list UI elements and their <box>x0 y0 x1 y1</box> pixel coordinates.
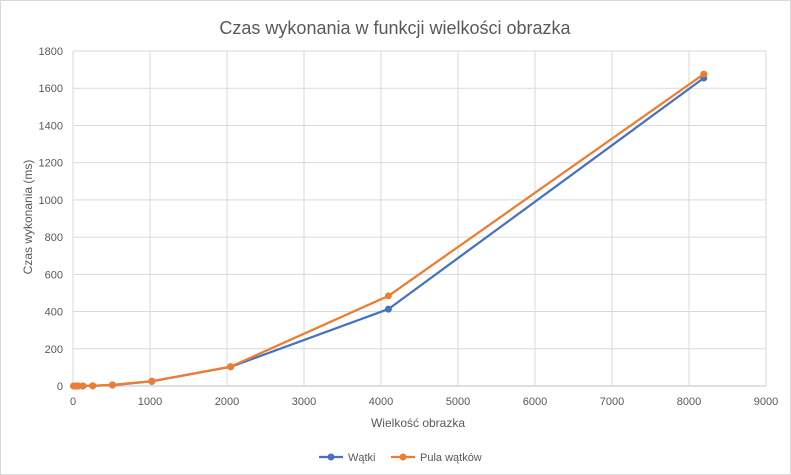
data-point <box>79 382 87 390</box>
y-tick-label: 0 <box>57 381 63 393</box>
grid-lines <box>72 50 767 387</box>
y-tick-label: 600 <box>45 269 63 281</box>
chart-title: Czas wykonania w funkcji wielkości obraz… <box>219 18 571 38</box>
x-tick-label: 9000 <box>754 396 778 408</box>
data-point <box>384 292 392 300</box>
y-axis-title: Czas wykonania (ms) <box>21 160 35 275</box>
tick-labels: 0 200 400 600 800 1000 1200 1400 1600 1800 0 1000 20… <box>39 46 779 408</box>
legend-marker <box>327 453 335 461</box>
x-tick-label: 1000 <box>138 396 162 408</box>
legend-label: Pula wątków <box>420 452 482 464</box>
y-tick-label: 400 <box>45 307 63 319</box>
y-tick-label: 1600 <box>39 83 63 95</box>
data-point <box>89 382 97 390</box>
x-tick-label: 2000 <box>215 396 239 408</box>
x-axis-title: Wielkość obrazka <box>371 416 465 430</box>
legend-marker <box>399 453 407 461</box>
x-tick-label: 6000 <box>523 396 547 408</box>
y-tick-label: 800 <box>45 232 63 244</box>
x-tick-label: 7000 <box>600 396 624 408</box>
x-tick-label: 3000 <box>292 396 316 408</box>
data-point <box>74 382 82 390</box>
x-tick-label: 5000 <box>446 396 470 408</box>
legend-label: Wątki <box>348 452 376 464</box>
x-tick-label: 4000 <box>369 396 393 408</box>
data-point <box>384 305 392 313</box>
y-tick-label: 1000 <box>39 195 63 207</box>
x-tick-label: 8000 <box>677 396 701 408</box>
data-point <box>700 70 708 78</box>
x-tick-label: 0 <box>70 396 76 408</box>
series-layer <box>70 70 708 390</box>
data-point <box>227 363 235 371</box>
y-tick-label: 1400 <box>39 120 63 132</box>
series-line <box>73 77 705 388</box>
series-line <box>73 73 705 388</box>
y-tick-label: 200 <box>45 344 63 356</box>
data-point <box>108 381 116 389</box>
data-point <box>148 377 156 385</box>
legend: Wątki Pula wątków <box>319 452 482 464</box>
y-tick-label: 1800 <box>39 46 63 58</box>
y-tick-label: 1200 <box>39 158 63 170</box>
series-1 <box>70 70 708 390</box>
